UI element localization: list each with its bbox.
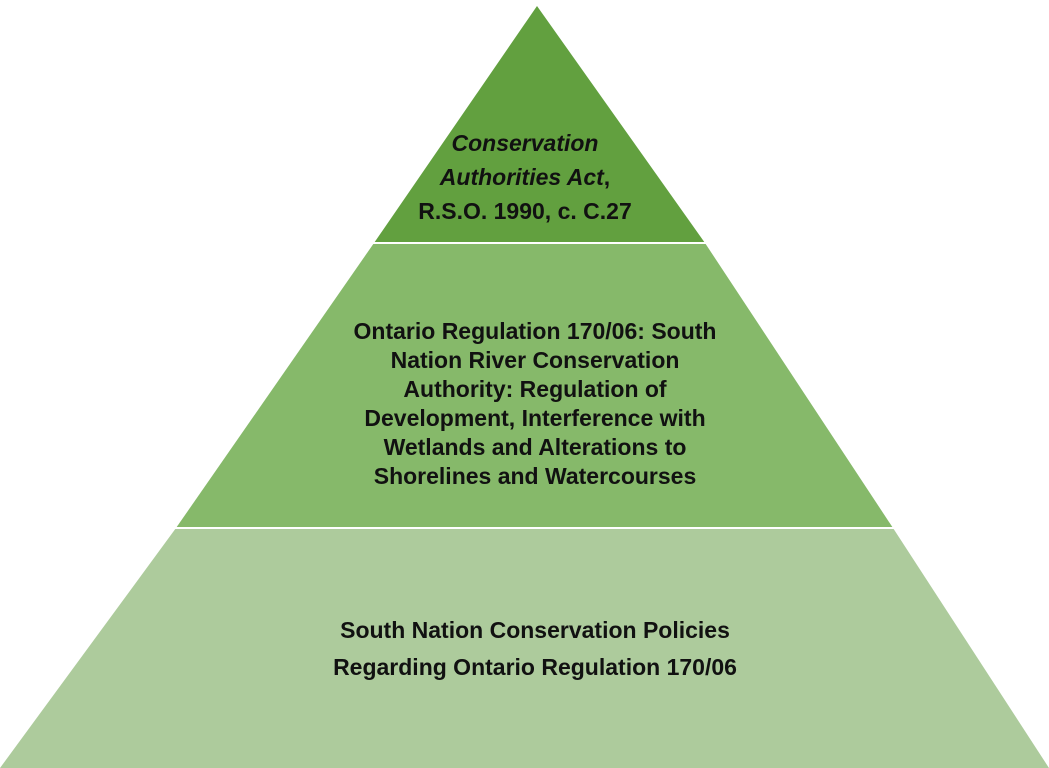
pyramid-tier-top — [374, 6, 705, 243]
tier-middle-line: Ontario Regulation 170/06: South — [353, 318, 717, 344]
tier-middle-line: Authority: Regulation of — [403, 376, 667, 402]
tier-bottom-line: South Nation Conservation Policies — [340, 617, 730, 643]
tier-top-label: Conservation Authorities Act, R.S.O. 199… — [380, 126, 670, 228]
tier-bottom-label: South Nation Conservation Policies Regar… — [200, 612, 870, 686]
tier-middle-line: Shorelines and Watercourses — [373, 463, 697, 489]
tier-middle-line: Development, Interference with — [364, 405, 706, 431]
tier-middle-line: Nation River Conservation — [390, 347, 680, 373]
tier-top-line-3: R.S.O. 1990, c. C.27 — [418, 198, 632, 224]
tier-top-line-2: Authorities Act, — [439, 164, 611, 190]
pyramid-tier-bottom — [0, 528, 1049, 768]
pyramid-tier-middle — [176, 243, 893, 528]
tier-bottom-line: Regarding Ontario Regulation 170/06 — [333, 654, 737, 680]
tier-middle-line: Wetlands and Alterations to — [383, 434, 687, 460]
tier-top-line-1: Conservation — [451, 130, 599, 156]
tier-middle-label: Ontario Regulation 170/06: South Nation … — [230, 317, 840, 491]
